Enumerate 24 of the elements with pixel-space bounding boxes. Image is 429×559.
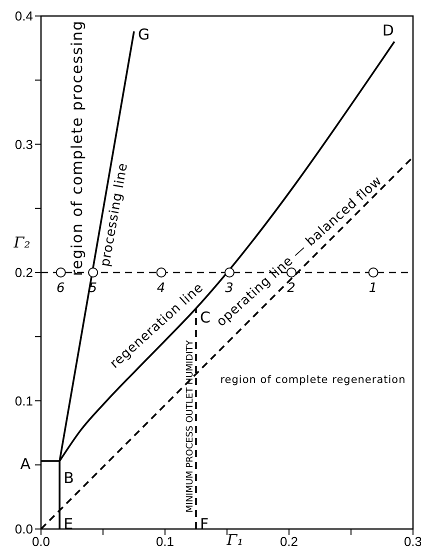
annotation: region of complete regeneration (220, 374, 406, 386)
annotation: G (138, 25, 150, 44)
x-tick-label: 0.0 (32, 534, 50, 550)
annotation: 4 (156, 281, 166, 296)
annotation: region of complete processing (68, 20, 86, 276)
annotation: A (20, 455, 32, 474)
y-tick-label: 0.4 (14, 8, 33, 24)
annotation: 1 (368, 281, 378, 296)
x-tick-label: 0.1 (156, 534, 174, 550)
x-axis-title: Γ₁ (226, 531, 244, 549)
annotation: 6 (56, 281, 66, 296)
annotation: processing line (98, 162, 132, 268)
y-tick-label: 0.1 (14, 393, 33, 408)
annotation: C (200, 308, 211, 327)
y-tick-label: 0.2 (14, 265, 33, 280)
y-tick-label: 0.3 (14, 136, 33, 152)
annotation: MINIMUM PROCESS OUTLET HUMIDITY (185, 340, 196, 513)
x-tick-label: 0.2 (280, 534, 298, 550)
annotation: F (200, 515, 210, 534)
annotation: D (382, 22, 394, 40)
annotation: B (64, 469, 74, 488)
y-tick-label: 0.0 (14, 522, 33, 537)
annotation: 2 (287, 281, 296, 296)
y-axis-title: Γ₂ (12, 234, 30, 252)
